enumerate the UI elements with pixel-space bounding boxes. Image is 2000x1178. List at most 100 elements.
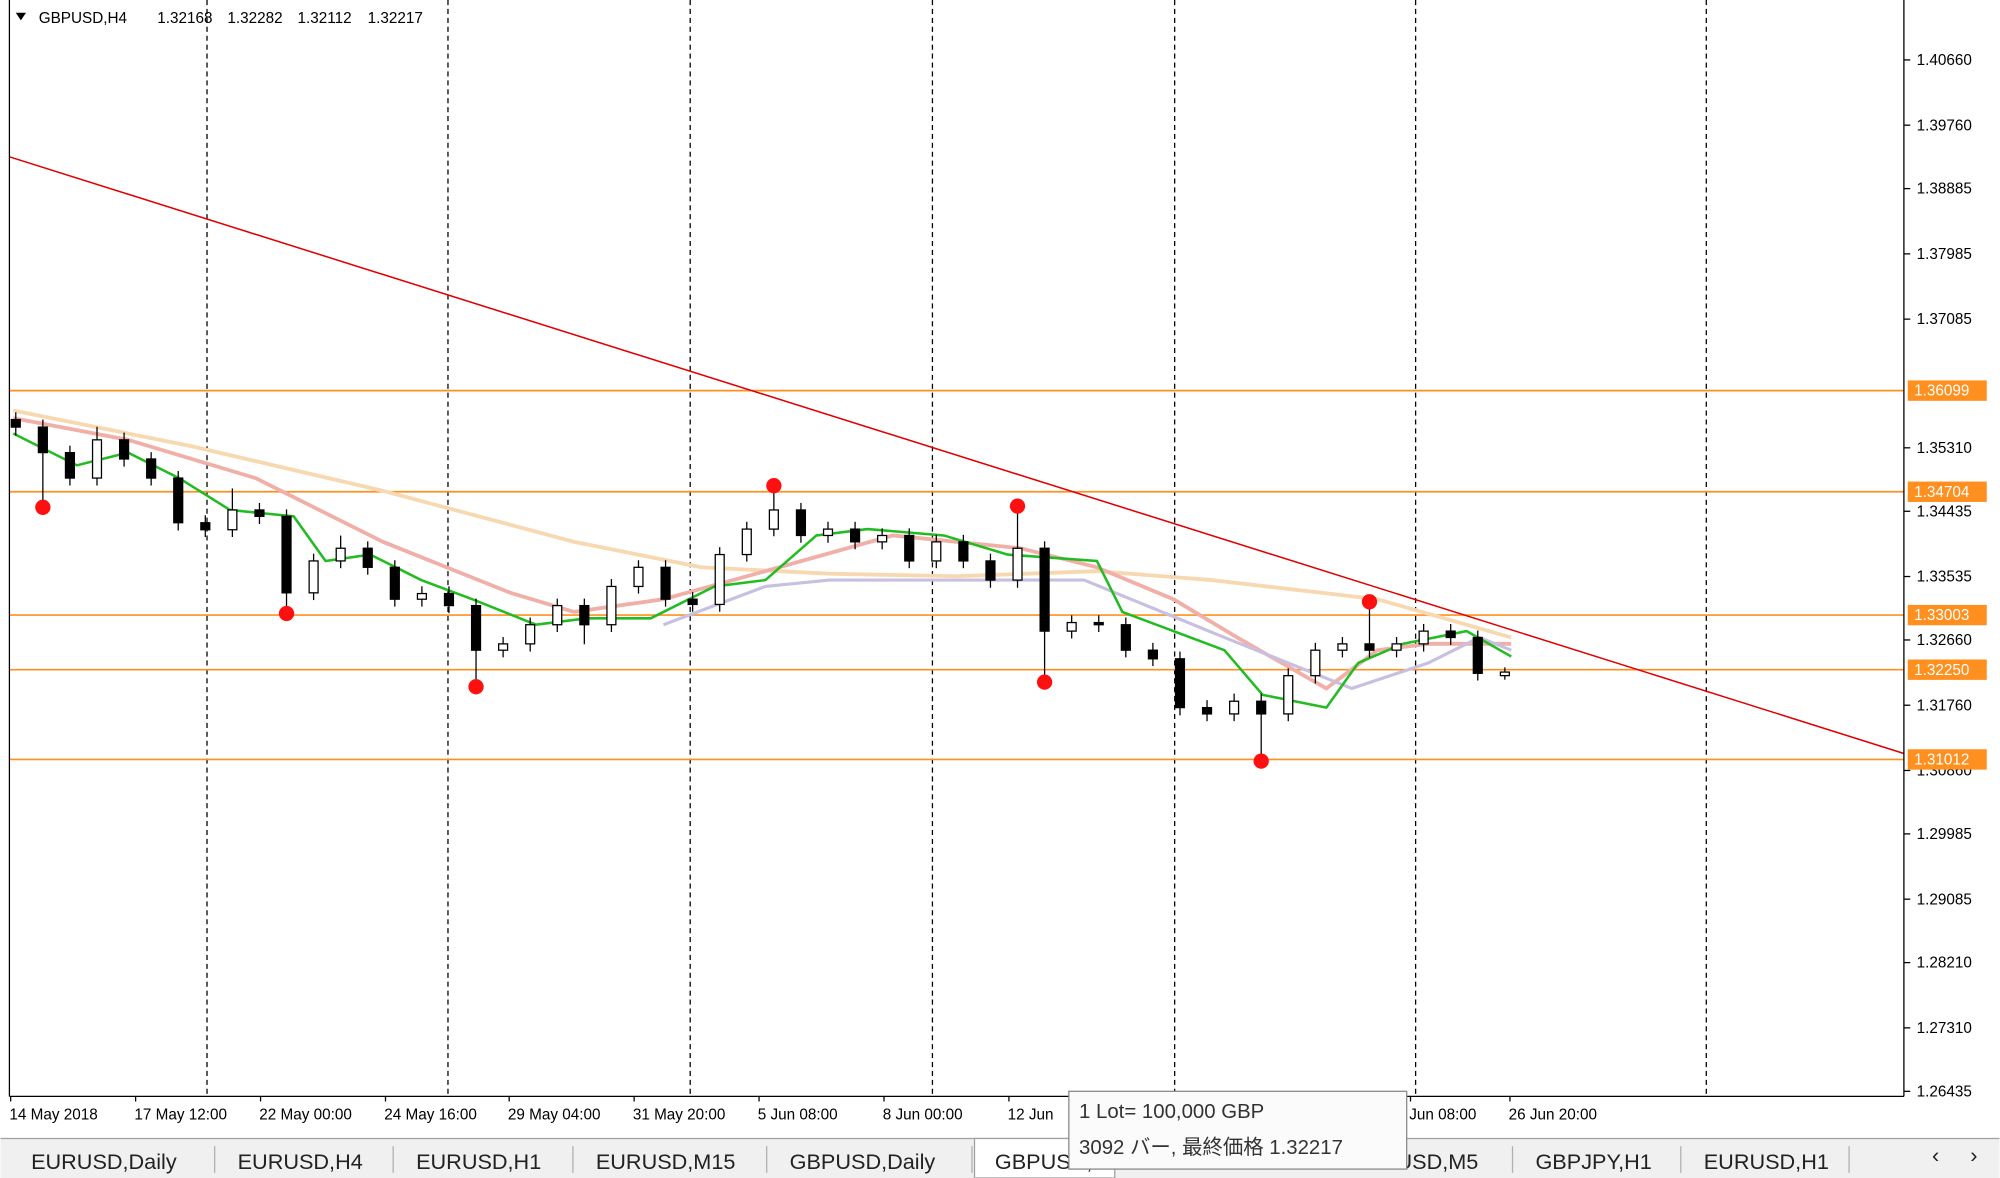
price-tick-label: 1.32660 — [1917, 632, 1972, 649]
swing-point — [1036, 674, 1053, 690]
level-label-box — [1907, 659, 1987, 680]
price-tick-label: 1.34435 — [1917, 503, 1972, 520]
candle-body — [1093, 621, 1104, 626]
candle-body — [1147, 649, 1158, 660]
moving-average — [662, 578, 1512, 691]
candle-body — [1066, 621, 1077, 632]
dropdown-arrow — [15, 12, 26, 21]
time-label: Jun 08:00 — [1409, 1106, 1476, 1123]
swing-point — [468, 679, 484, 695]
time-label: 29 May 04:00 — [508, 1106, 601, 1123]
candle-body — [1499, 671, 1510, 677]
tab[interactable]: EURUSD,Daily — [31, 1149, 177, 1174]
time-label: 12 Jun — [1008, 1106, 1054, 1123]
level-label: 1.32250 — [1914, 662, 1969, 679]
moving-average — [12, 416, 1512, 691]
price-tick-label: 1.37985 — [1917, 246, 1972, 263]
candle-body — [146, 458, 157, 479]
tab-scroll-left[interactable]: ‹ — [1932, 1143, 1939, 1168]
swing-point — [278, 605, 295, 622]
tooltip-last-price: 1.32217 — [1269, 1137, 1343, 1159]
candle-body — [579, 604, 590, 626]
swing-point — [1361, 594, 1378, 610]
tab[interactable]: EURUSD,M15 — [596, 1149, 736, 1174]
candle-body — [1337, 643, 1348, 651]
swing-point — [35, 499, 51, 515]
tab[interactable]: GBPJPY,H1 — [1535, 1149, 1651, 1174]
price-tick-label: 1.26435 — [1917, 1083, 1972, 1100]
level-label: 1.34704 — [1914, 484, 1970, 501]
time-label: 17 May 12:00 — [134, 1106, 227, 1123]
trend-line — [9, 156, 1905, 755]
symbol: GBPUSD,H4 — [39, 10, 128, 27]
candle-body — [741, 528, 752, 556]
candle-body — [1310, 649, 1321, 677]
candle-body — [118, 439, 130, 460]
candle-body — [362, 547, 373, 568]
candle-body — [1418, 630, 1429, 645]
price-tick-label: 1.33535 — [1917, 569, 1972, 586]
price-tick-label: 1.31760 — [1917, 697, 1972, 714]
candle-body — [1174, 658, 1186, 709]
tooltip-bars-text: 3092 バー, 最終価格 — [1079, 1136, 1264, 1159]
candle-body — [470, 604, 482, 651]
candle-body — [931, 541, 942, 562]
tooltip-box — [1068, 1090, 1408, 1170]
candle-body — [552, 604, 563, 626]
price-tick-label: 1.29085 — [1917, 891, 1972, 908]
price-tick-label: 1.40660 — [1917, 52, 1972, 69]
high: 1.32282 — [227, 10, 282, 27]
candle-body — [1012, 547, 1023, 581]
candle-body — [10, 418, 21, 428]
tab[interactable]: EURUSD,H1 — [416, 1149, 541, 1174]
price-tick-label: 1.35310 — [1917, 440, 1972, 457]
low: 1.32112 — [298, 10, 352, 27]
candle-body — [498, 643, 509, 651]
levels — [9, 389, 1904, 761]
candle-body — [849, 528, 861, 543]
tabs: EURUSD,Daily EURUSD,H4 EURUSD,H1 EURUSD,M15… — [31, 1137, 1850, 1178]
candle-body — [633, 566, 644, 588]
tab[interactable]: EURUSD,H1 — [1704, 1149, 1829, 1174]
level-label-box — [1907, 749, 1987, 770]
candle-body — [822, 528, 834, 537]
candle-body — [254, 509, 265, 517]
candle-body — [64, 451, 76, 479]
candle-body — [281, 515, 292, 594]
candle-body — [335, 547, 346, 562]
tooltip-bars: 3092 バー, 最終価格 1.32217 — [1079, 1136, 1343, 1159]
tab[interactable]: USD,M5 — [1396, 1149, 1478, 1174]
candle-body — [1201, 706, 1213, 715]
close: 1.32217 — [368, 10, 423, 27]
candle-body — [904, 534, 915, 562]
candle-body — [714, 553, 725, 606]
price-tick-label: 1.38885 — [1917, 181, 1972, 198]
price-tick-label: 1.29985 — [1917, 826, 1972, 843]
tab[interactable]: EURUSD,H4 — [238, 1149, 363, 1174]
candle-body — [525, 624, 536, 645]
tooltip-lot: 1 Lot= 100,000 GBP — [1079, 1101, 1264, 1123]
swing-markers — [35, 478, 1378, 769]
candle-body — [308, 560, 319, 594]
moving-average — [12, 408, 1512, 640]
tab[interactable]: GBPUSD,Daily — [790, 1149, 936, 1174]
tab-scroll-right[interactable]: › — [1970, 1143, 1977, 1168]
time-label: 5 Jun 08:00 — [758, 1106, 838, 1123]
tooltip: 1 Lot= 100,000 GBP 3092 バー, 最終価格 1.32217 — [1068, 1090, 1408, 1170]
level-label-box — [1907, 481, 1987, 502]
candles — [10, 412, 1510, 759]
candle-body — [1120, 624, 1131, 651]
candle-body — [1039, 547, 1050, 632]
price-tick-label: 1.27310 — [1917, 1020, 1972, 1037]
candle-body — [1445, 630, 1456, 639]
candle-body — [443, 592, 455, 607]
price-axis: 1.40660 1.39760 1.38885 1.37985 1.37085 1.353… — [1903, 52, 1987, 1100]
candle-body — [1283, 675, 1294, 715]
time-label: 14 May 2018 — [9, 1106, 97, 1123]
candle-body — [1256, 700, 1267, 715]
header: GBPUSD,H4 1.32168 1.32282 1.32112 1.3221… — [15, 10, 423, 27]
level-label-box — [1907, 380, 1987, 401]
candle-body — [958, 541, 969, 562]
